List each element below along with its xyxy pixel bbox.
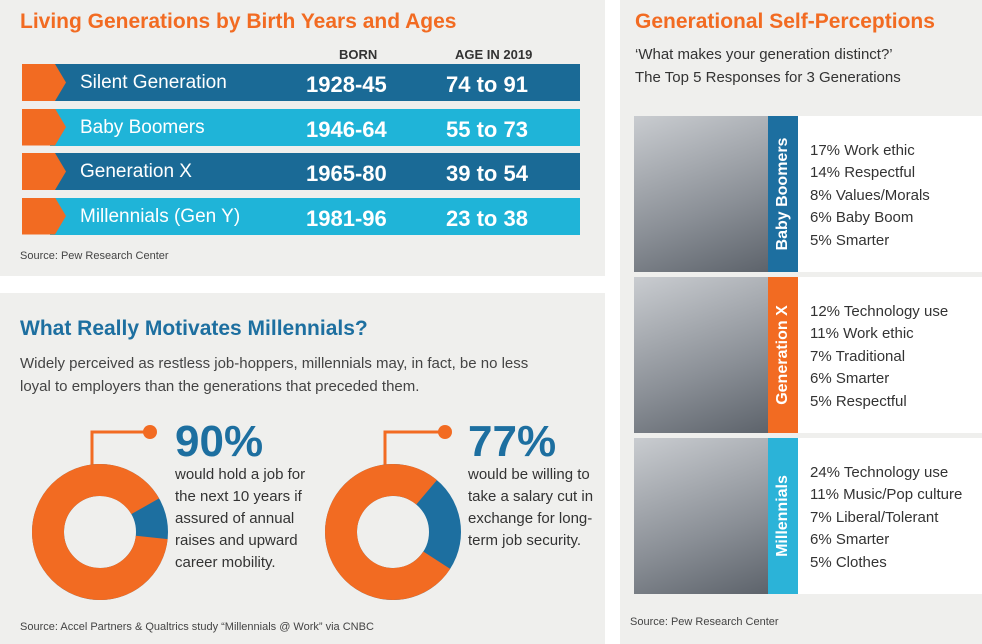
header: BORN bbox=[339, 47, 378, 62]
generation-name: Silent Generation bbox=[80, 72, 227, 93]
response: 11% Music/Pop culture bbox=[810, 486, 963, 504]
generation-row: Millennials (Gen Y) 1981-96 23 to 38 bbox=[50, 197, 580, 235]
donut-value bbox=[32, 464, 168, 600]
response: 6% Smarter bbox=[810, 531, 890, 549]
group-band: Baby Boomers bbox=[768, 116, 798, 272]
subtitle: The Top 5 Responses for 3 Generations bbox=[635, 69, 901, 86]
stat: 90% would hold a job for the next 10 year… bbox=[175, 420, 315, 574]
response: 17% Work ethic bbox=[810, 142, 915, 159]
connector-dot bbox=[143, 425, 157, 439]
generation-row: Silent Generation 1928-45 74 to 91 bbox=[50, 64, 580, 101]
born: 1981-96 bbox=[306, 205, 387, 231]
donuts bbox=[32, 425, 461, 600]
source: Source: Pew Research Center bbox=[20, 250, 169, 262]
header: AGE IN 2019 bbox=[455, 47, 533, 62]
group-name: Millennials bbox=[774, 475, 791, 557]
born: 1928-45 bbox=[306, 72, 387, 97]
photo bbox=[634, 438, 768, 594]
group-name: Generation X bbox=[774, 305, 791, 405]
group-band: Millennials bbox=[768, 438, 798, 594]
stat-text: would hold a job for the next 10 years i… bbox=[175, 466, 306, 571]
title: Living Generations by Birth Years and Ag… bbox=[20, 10, 457, 33]
title: Generational Self-Perceptions bbox=[635, 10, 935, 33]
connector-dot bbox=[438, 425, 452, 439]
response: 5% Smarter bbox=[810, 231, 890, 249]
born: 1946-64 bbox=[306, 116, 387, 142]
generation-row: Baby Boomers 1946-64 55 to 73 bbox=[50, 108, 580, 146]
age: 74 to 91 bbox=[446, 72, 528, 97]
source: Source: Accel Partners & Qualtrics study… bbox=[20, 621, 374, 633]
age: 39 to 54 bbox=[446, 161, 528, 186]
age: 23 to 38 bbox=[446, 205, 528, 231]
group-band: Generation X bbox=[768, 277, 798, 433]
connector bbox=[90, 430, 150, 474]
title: What Really Motivates Millennials? bbox=[20, 317, 368, 340]
response: 6% Baby Boom bbox=[810, 209, 914, 227]
response: 6% Smarter bbox=[810, 370, 890, 388]
born: 1965-80 bbox=[306, 161, 387, 186]
chevron bbox=[22, 197, 66, 235]
response: 5% Respectful bbox=[810, 392, 907, 410]
stat-text: would be willing to take a salary cut in… bbox=[468, 466, 594, 549]
generation-row: Generation X 1965-80 39 to 54 bbox=[50, 153, 580, 190]
photo bbox=[634, 116, 768, 272]
generation-name: Millennials (Gen Y) bbox=[80, 205, 241, 227]
response: 8% Values/Morals bbox=[810, 186, 930, 204]
source: Source: Pew Research Center bbox=[630, 616, 779, 628]
response: 14% Respectful bbox=[810, 164, 916, 182]
response: 12% Technology use bbox=[810, 303, 949, 320]
response: 7% Liberal/Tolerant bbox=[810, 508, 939, 526]
question: ‘What makes your generation distinct?’ bbox=[635, 46, 893, 63]
generation-name: Baby Boomers bbox=[80, 116, 205, 138]
response: 5% Clothes bbox=[810, 553, 887, 571]
stat-value: 77% bbox=[468, 417, 557, 466]
stat: 77% would be willing to take a salary cut… bbox=[468, 420, 598, 552]
intro: Widely perceived as restless job-hoppers… bbox=[20, 355, 529, 395]
chevron bbox=[22, 153, 66, 190]
response: 24% Technology use bbox=[810, 464, 949, 481]
generation-name: Generation X bbox=[80, 161, 192, 182]
stat-value: 90% bbox=[175, 417, 264, 466]
response: 11% Work ethic bbox=[810, 325, 914, 343]
response: 7% Traditional bbox=[810, 347, 906, 365]
photo bbox=[634, 277, 768, 433]
connector bbox=[383, 430, 445, 474]
age: 55 to 73 bbox=[446, 116, 528, 142]
group-name: Baby Boomers bbox=[774, 137, 791, 251]
